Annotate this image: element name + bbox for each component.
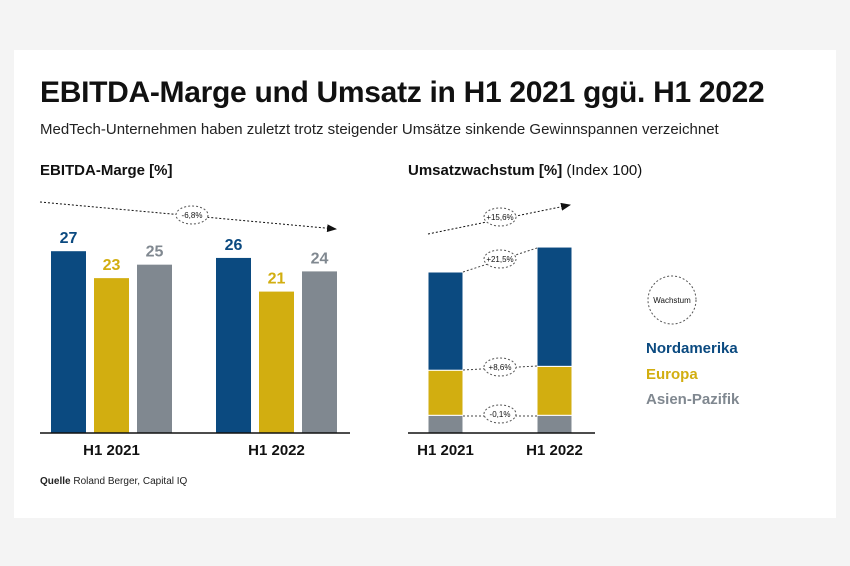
source-text: Roland Berger, Capital IQ [73, 476, 188, 487]
bar-revenue-nordamerika-0 [427, 271, 464, 371]
ebitda-trend-badge-label: -6,8% [182, 211, 203, 220]
bar-ebitda-europa-0 [94, 278, 129, 433]
data-label-ebitda-nordamerika-1: 26 [225, 237, 243, 254]
revenue-europa-badge-outline [483, 357, 517, 377]
data-label-ebitda-europa-0: 23 [103, 257, 121, 274]
source-note: Quelle Roland Berger, Capital IQ [40, 476, 187, 487]
legend-nordamerika: Nordamerika [646, 340, 738, 357]
bar-ebitda-asien-pazifik-0 [137, 264, 172, 433]
bar-ebitda-europa-1 [259, 291, 294, 433]
bar-revenue-nordamerika-1 [536, 246, 573, 367]
revenue-total-badge: +15,6% [483, 207, 517, 227]
revenue-asien-badge-outline [483, 404, 517, 424]
revenue-nordamerika-badge: +21,5% [483, 249, 517, 269]
x-tick-revenue-1: H1 2022 [526, 442, 583, 459]
bar-ebitda-nordamerika-1 [216, 257, 251, 433]
revenue-asien-badge: -0,1% [483, 404, 517, 424]
revenue-panel-title-text: Umsatzwachstum [%] [408, 162, 563, 179]
x-tick-revenue-0: H1 2021 [417, 442, 474, 459]
legend-badge: Wachstum [647, 275, 697, 325]
revenue-total-badge-label: +15,6% [486, 213, 513, 222]
data-label-ebitda-europa-1: 21 [268, 271, 286, 288]
ebitda-panel-title: EBITDA-Marge [%] [40, 162, 173, 179]
page-title: EBITDA-Marge und Umsatz in H1 2021 ggü. … [40, 76, 765, 109]
x-tick-ebitda-1: H1 2022 [248, 442, 305, 459]
data-label-ebitda-asien-pazifik-0: 25 [146, 244, 164, 261]
legend-europa: Europa [646, 366, 698, 383]
revenue-asien-badge-label: -0,1% [490, 410, 511, 419]
page-subtitle: MedTech-Unternehmen haben zuletzt trotz … [40, 121, 719, 138]
ebitda-panel-title-text: EBITDA-Marge [%] [40, 162, 173, 179]
revenue-panel-title-suffix: (Index 100) [566, 162, 643, 179]
revenue-nordamerika-badge-label: +21,5% [486, 255, 513, 264]
ebitda-trend-badge-outline [175, 205, 209, 225]
bar-revenue-asien-pazifik-1 [536, 414, 573, 434]
x-tick-ebitda-0: H1 2021 [83, 442, 140, 459]
bar-revenue-europa-1 [536, 365, 573, 416]
bar-revenue-europa-0 [427, 369, 464, 416]
revenue-europa-badge-label: +8,6% [489, 363, 512, 372]
revenue-nordamerika-badge-outline [483, 249, 517, 269]
source-label: Quelle [40, 476, 71, 487]
ebitda-trend-badge: -6,8% [175, 205, 209, 225]
ebitda-chart: 27 23 25 H1 2021 26 21 24 H1 2022 -6,8% [39, 201, 350, 459]
data-label-ebitda-asien-pazifik-1: 24 [311, 250, 329, 267]
bar-ebitda-nordamerika-0 [51, 251, 86, 433]
bar-ebitda-asien-pazifik-1 [302, 271, 337, 433]
data-label-ebitda-nordamerika-0: 27 [60, 230, 78, 247]
bar-revenue-asien-pazifik-0 [427, 414, 464, 434]
revenue-connector-total [462, 247, 538, 273]
legend-badge-label: Wachstum [653, 296, 691, 305]
revenue-europa-badge: +8,6% [483, 357, 517, 377]
revenue-chart: H1 2021 H1 2022 +15,6% +21,5% +8,6% -0,1% [408, 202, 595, 459]
revenue-panel-title: Umsatzwachstum [%] (Index 100) [408, 162, 642, 179]
legend-asien-pazifik: Asien-Pazifik [646, 391, 740, 408]
legend-badge-circle [647, 275, 697, 325]
revenue-total-badge-outline [483, 207, 517, 227]
